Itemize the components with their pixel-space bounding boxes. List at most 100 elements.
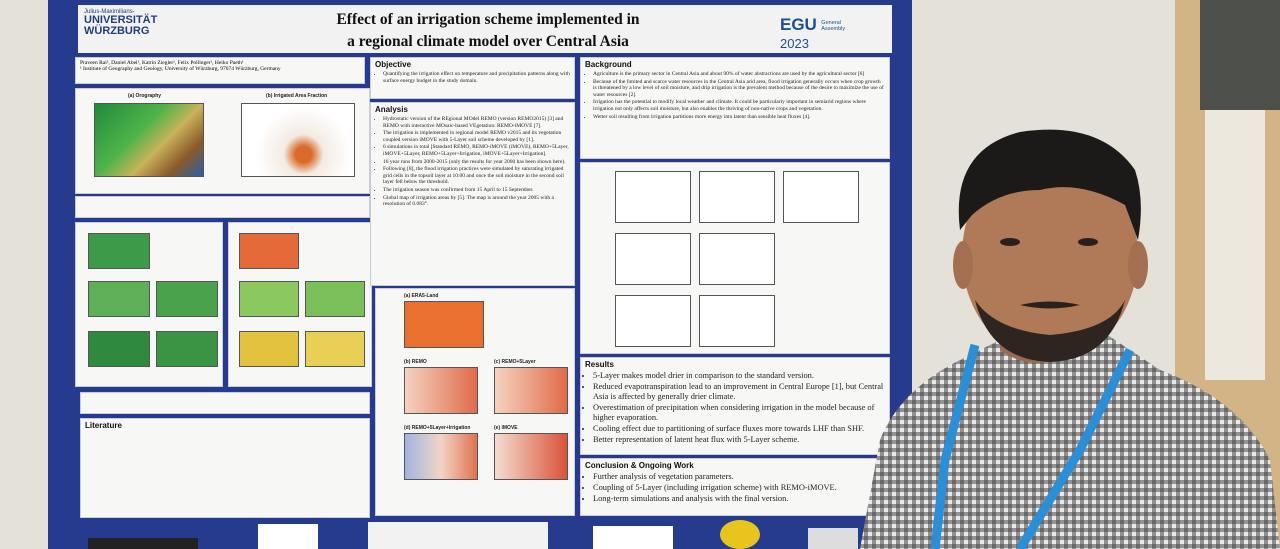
- irrigation-map: [241, 103, 355, 177]
- bullet: Reduced evapotranspiration lead to an im…: [593, 382, 885, 402]
- bullet: Better representation of latent heat flu…: [593, 435, 885, 445]
- bullet-list: 5-Layer makes model drier in comparison …: [581, 371, 889, 445]
- bullet-list: Further analysis of vegetation parameter…: [581, 472, 889, 504]
- ear: [1128, 241, 1148, 289]
- map: [88, 281, 150, 317]
- section-heading: Analysis: [375, 105, 408, 114]
- conclusion-box: Conclusion & Ongoing Work Further analys…: [580, 458, 890, 516]
- bullet: Global map of irrigation areas by [5]. T…: [383, 195, 570, 208]
- bullet: Long-term simulations and analysis with …: [593, 494, 885, 504]
- uni-line: UNIVERSITÄT: [84, 14, 158, 26]
- map: [305, 331, 365, 367]
- map: [156, 331, 218, 367]
- bullet: Wetter soil resulting from irrigation pa…: [593, 114, 885, 121]
- bullet: The irrigation is implemented in regiona…: [383, 130, 570, 143]
- title-bar: Julius-Maximilians- UNIVERSITÄT WÜRZBURG…: [78, 5, 892, 53]
- bullet: The irrigation season was confirmed from…: [383, 187, 570, 194]
- map: [305, 281, 365, 317]
- logo: [258, 524, 318, 549]
- orography-map: [94, 103, 204, 177]
- plot: [783, 171, 859, 223]
- shirt: [860, 330, 1280, 549]
- section-heading: Literature: [85, 421, 122, 430]
- bullet: 5-Layer makes model drier in comparison …: [593, 371, 885, 381]
- bullet: Hydrostatic version of the REgional MOde…: [383, 116, 570, 129]
- literature-box: Literature: [80, 418, 370, 518]
- authors: Praveen Rai¹, Daniel Abel¹, Katrin Ziegl…: [80, 60, 244, 66]
- figure-label: (a) Orography: [128, 93, 162, 99]
- moustache: [1020, 301, 1080, 309]
- analysis-box: Analysis Hydrostatic version of the REgi…: [370, 102, 575, 286]
- bullet-list: Agriculture is the primary sector in Cen…: [581, 71, 889, 120]
- caption: [80, 392, 370, 414]
- map: [156, 281, 218, 317]
- bullet: Irrigation has the potential to modify l…: [593, 99, 885, 112]
- logo: [808, 528, 858, 549]
- logo: [368, 522, 548, 549]
- section-heading: Objective: [375, 60, 412, 69]
- bullet-list: Quantifying the irrigation effect on tem…: [371, 71, 574, 84]
- bullet: Following [8], the flood irrigation prac…: [383, 166, 570, 186]
- map: [404, 301, 484, 348]
- bullet: Cooling effect due to partitioning of su…: [593, 424, 885, 434]
- logo: [593, 526, 673, 549]
- map: [239, 233, 299, 269]
- lanyard: [1016, 347, 1135, 549]
- plot: [615, 171, 691, 223]
- egu-name: EGU: [780, 15, 817, 34]
- bullet: Quantifying the irrigation effect on tem…: [383, 71, 570, 84]
- map: [494, 367, 568, 414]
- map: [239, 331, 299, 367]
- title-line: Effect of an irrigation scheme implement…: [336, 11, 640, 28]
- figure-temperature: [228, 222, 372, 387]
- figure-temperature-maps: (a) ERA5-Land (b) REMO (c) REMO+5Layer (…: [375, 288, 575, 516]
- map: [88, 233, 150, 269]
- bullet: 16 year runs from 2000-2015 (only the re…: [383, 159, 570, 166]
- egu-logo: EGU General Assembly 2023: [780, 15, 888, 51]
- section-heading: Background: [585, 60, 632, 69]
- face: [962, 150, 1138, 360]
- plot: [615, 233, 691, 285]
- bullet: Further analysis of vegetation parameter…: [593, 472, 885, 482]
- bullet: Coupling of 5-Layer (including irrigatio…: [593, 483, 885, 493]
- bullet: Because of the limited and scarce water …: [593, 79, 885, 99]
- egu-subtitle: General Assembly: [821, 19, 846, 32]
- map: [404, 367, 478, 414]
- caption: [75, 196, 370, 218]
- logo: [88, 538, 198, 549]
- logo: [720, 520, 760, 549]
- section-heading: Results: [585, 360, 614, 369]
- objective-box: Objective Quantifying the irrigation eff…: [370, 57, 575, 99]
- figure-label: (b) REMO: [404, 359, 427, 365]
- figure-label: (c) REMO+5Layer: [494, 359, 536, 365]
- bullet: 6 simulations in total [Standard REMO, R…: [383, 144, 570, 157]
- figure-timeseries: [580, 162, 890, 354]
- figure-orography: (a) Orography (b) Irrigated Area Fractio…: [75, 88, 370, 194]
- title-line: a regional climate model over Central As…: [347, 33, 629, 50]
- background-box: Background Agriculture is the primary se…: [580, 57, 890, 159]
- ear: [953, 241, 973, 289]
- map: [404, 433, 478, 480]
- bullet-list: Hydrostatic version of the REgional MOde…: [371, 116, 574, 208]
- map: [494, 433, 568, 480]
- plot: [699, 295, 775, 347]
- plot: [699, 171, 775, 223]
- figure-label: (a) ERA5-Land: [404, 293, 439, 299]
- egu-year: 2023: [780, 36, 809, 51]
- plot: [699, 233, 775, 285]
- plot: [615, 295, 691, 347]
- figure-label: (b) Irrigated Area Fraction: [266, 93, 328, 99]
- figure-precip: [75, 222, 223, 387]
- uni-line: WÜRZBURG: [84, 25, 150, 37]
- section-heading: Conclusion & Ongoing Work: [585, 461, 694, 470]
- hair: [958, 129, 1141, 240]
- eye: [1000, 238, 1020, 246]
- lanyard: [930, 343, 980, 549]
- map: [239, 281, 299, 317]
- dark-corner: [1200, 0, 1280, 110]
- door-panel: [1205, 110, 1265, 380]
- bullet: Agriculture is the primary sector in Cen…: [593, 71, 885, 78]
- poster-title: Effect of an irrigation scheme implement…: [228, 9, 748, 53]
